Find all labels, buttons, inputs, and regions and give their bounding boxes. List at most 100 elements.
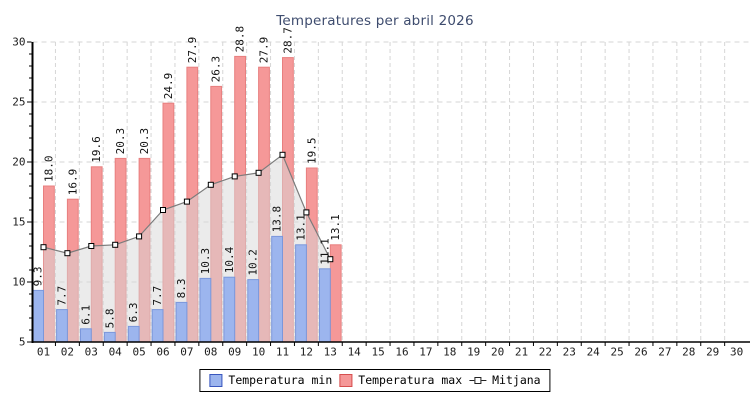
x-tick-label: 13	[324, 346, 337, 359]
mitjana-marker-04	[112, 241, 119, 248]
x-tick-label: 28	[682, 346, 695, 359]
x-tick-label: 12	[300, 346, 313, 359]
x-tick-label: 01	[37, 346, 50, 359]
legend-item-mitjana: Mitjana	[469, 373, 541, 387]
x-tick-label: 22	[539, 346, 552, 359]
label-min-08: 10.3	[199, 248, 212, 275]
mitjana-marker-09	[231, 173, 238, 180]
legend-label-min: Temperatura min	[228, 373, 333, 387]
x-tick-label: 20	[491, 346, 504, 359]
legend-item-min: Temperatura min	[209, 374, 332, 387]
y-tick-label: 15	[12, 216, 25, 229]
bar-min-05	[127, 325, 140, 343]
mitjana-marker-05	[136, 233, 143, 240]
x-tick-label: 15	[371, 346, 384, 359]
label-min-09: 10.4	[223, 246, 236, 273]
bar-min-11	[271, 235, 284, 343]
y-tick-label: 5	[19, 336, 26, 349]
label-max-08: 26.3	[210, 56, 223, 83]
x-tick-label: 21	[515, 346, 528, 359]
label-min-02: 7.7	[56, 286, 69, 306]
x-tick-label: 06	[156, 346, 169, 359]
label-max-07: 27.9	[186, 37, 199, 64]
label-max-09: 28.8	[234, 26, 247, 53]
mitjana-marker-08	[207, 181, 214, 188]
label-max-12: 19.5	[305, 138, 318, 165]
bar-min-10	[247, 279, 260, 343]
x-tick-label: 14	[348, 346, 362, 359]
legend-mitjana-marker-icon	[469, 377, 487, 384]
mitjana-marker-03	[88, 243, 95, 249]
mitjana-marker-02	[64, 250, 71, 257]
bar-min-07	[175, 301, 188, 343]
mitjana-marker-12	[303, 209, 310, 216]
label-max-06: 24.9	[162, 73, 175, 100]
legend-item-max: Temperatura max	[339, 374, 462, 387]
label-max-10: 27.9	[258, 37, 271, 64]
mitjana-marker-07	[183, 198, 190, 205]
y-tick-label: 10	[12, 276, 25, 289]
label-min-07: 8.3	[175, 279, 188, 299]
x-tick-label: 25	[610, 346, 623, 359]
x-tick-label: 16	[395, 346, 408, 359]
value-labels: 18.0 16.9 19.6 20.3 20.3 24.9 27.9 26.3 28.8 27.9…	[32, 26, 343, 329]
bar-min-06	[151, 309, 164, 343]
x-tick-label: 19	[467, 346, 480, 359]
bar-min-03	[80, 328, 92, 343]
x-tick-label: 11	[276, 346, 289, 359]
x-tick-label: 30	[730, 346, 743, 359]
x-tick-label: 27	[658, 346, 671, 359]
label-min-13: 11.1	[318, 238, 331, 265]
label-max-01: 18.0	[42, 156, 55, 183]
x-tick-label: 02	[61, 346, 74, 359]
mitjana-marker-11	[279, 151, 286, 158]
x-tick-label: 17	[419, 346, 432, 359]
chart-title: Temperatures per abril 2026	[276, 13, 474, 29]
bar-min-01	[32, 289, 45, 343]
label-max-13: 13.1	[329, 214, 342, 241]
x-tick-label: 24	[587, 346, 601, 359]
x-tick-label: 04	[109, 346, 123, 359]
label-max-05: 20.3	[138, 128, 151, 155]
label-min-04: 5.8	[103, 309, 116, 329]
label-min-03: 6.1	[79, 305, 92, 325]
label-min-01: 9.3	[32, 267, 45, 287]
mitjana-marker-13	[327, 256, 334, 263]
label-max-03: 19.6	[90, 136, 103, 163]
x-tick-label: 03	[85, 346, 98, 359]
mitjana-marker-01	[40, 244, 47, 251]
x-tick-label: 10	[252, 346, 265, 359]
legend-swatch-min-icon	[209, 374, 223, 387]
label-max-04: 20.3	[114, 128, 127, 155]
axes: 5 10 15 20 25 30 01 02 03 04 05 06 07 08 09 10 11 12 13 14 1…	[12, 36, 750, 359]
bar-min-08	[199, 277, 212, 343]
label-min-06: 7.7	[151, 286, 164, 306]
x-tick-label: 07	[180, 346, 193, 359]
mitjana-marker-10	[255, 169, 262, 176]
mitjana-marker-06	[160, 207, 166, 213]
bar-min-02	[56, 309, 68, 343]
label-min-05: 6.3	[127, 303, 140, 323]
legend: Temperatura min Temperatura max Mitjana	[199, 369, 551, 392]
y-tick-label: 20	[12, 156, 25, 169]
x-tick-label: 26	[634, 346, 647, 359]
bar-min-12	[295, 244, 307, 343]
x-tick-label: 09	[228, 346, 241, 359]
y-tick-label: 30	[12, 36, 25, 49]
label-min-10: 10.2	[247, 249, 260, 276]
bar-min-09	[223, 276, 236, 343]
label-max-02: 16.9	[66, 169, 79, 196]
x-tick-label: 08	[204, 346, 217, 359]
legend-label-mitjana: Mitjana	[492, 373, 541, 387]
x-tick-label: 18	[443, 346, 456, 359]
legend-swatch-max-icon	[339, 374, 353, 387]
y-tick-label: 25	[12, 96, 25, 109]
legend-label-max: Temperatura max	[358, 373, 463, 387]
label-min-12: 13.1	[295, 214, 308, 241]
x-tick-label: 23	[563, 346, 576, 359]
x-tick-label: 29	[706, 346, 719, 359]
bar-min-04	[103, 331, 116, 343]
label-max-11: 28.7	[281, 27, 294, 54]
